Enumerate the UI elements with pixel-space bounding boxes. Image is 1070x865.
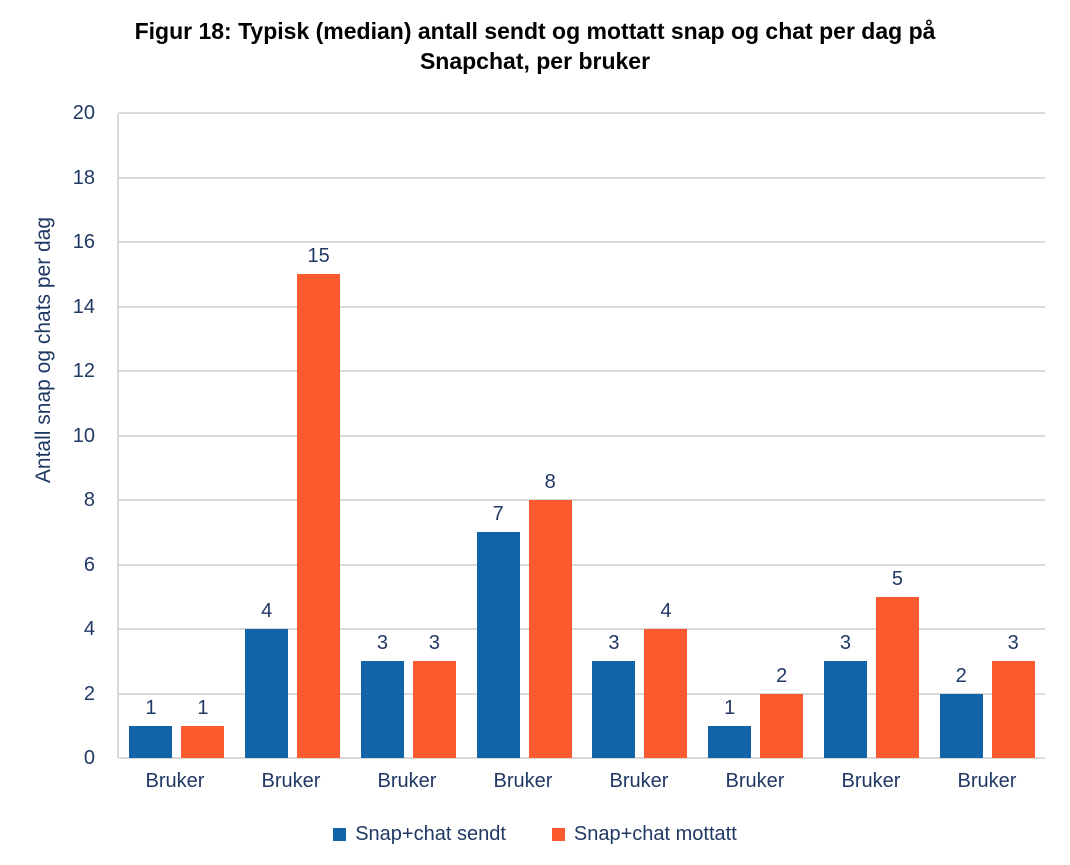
y-tick-label: 4: [83, 618, 95, 640]
y-tick-label: 16: [72, 231, 95, 253]
gridline-8: [119, 499, 1045, 501]
x-category-label: Bruker: [493, 770, 553, 792]
bar-value-label: 3: [839, 632, 851, 655]
x-category-label: Bruker: [725, 770, 785, 792]
bar-sent: 7: [476, 503, 520, 758]
x-category-label: Bruker: [377, 770, 437, 792]
legend-item-received: Snap+chat mottatt: [551, 823, 737, 846]
x-category-label: Bruker: [841, 770, 901, 792]
bar-value-label: 4: [660, 600, 672, 622]
bar-value-label: 8: [544, 471, 556, 493]
gridline-0: [119, 757, 1045, 759]
bar-received: 3: [412, 632, 456, 758]
legend-swatch-sent-icon: [333, 828, 347, 841]
gridline-10: [119, 434, 1045, 437]
gridline-6: [119, 563, 1045, 566]
y-axis-ticks: 0 2 4 6 8 10 12 14 16 18 20: [0, 103, 103, 768]
bar-received: 5: [875, 568, 919, 758]
bar-sent: 2: [939, 665, 983, 758]
y-tick-label: 0: [83, 747, 95, 769]
bar-sent: 3: [592, 632, 636, 758]
legend-label: Snap+chat mottatt: [573, 823, 737, 845]
bar-sent: 3: [823, 632, 867, 758]
bar-value-label: 3: [1007, 632, 1019, 655]
y-tick-label: 12: [72, 360, 95, 382]
legend-item-sent: Snap+chat sendt: [333, 823, 506, 846]
gridline-2: [119, 692, 1045, 695]
bar-value-label: 3: [376, 632, 388, 655]
bar-sent: 3: [360, 632, 404, 758]
bar-value-label: 4: [261, 600, 273, 622]
y-tick-label: 14: [72, 295, 95, 318]
legend: Snap+chat sendt Snap+chat mottatt: [0, 823, 1070, 846]
y-tick-label: 20: [72, 102, 95, 124]
x-category-label: Bruker: [261, 770, 321, 792]
bar-received: 4: [644, 600, 688, 758]
gridline-12: [119, 370, 1045, 372]
bar-value-label: 1: [145, 696, 157, 719]
gridline-18: [119, 176, 1045, 179]
x-category-label: Bruker: [609, 770, 669, 792]
bar-sent: 4: [245, 600, 289, 758]
gridline-14: [119, 305, 1045, 308]
bar-received: 1: [181, 697, 225, 758]
x-category-label: Bruker: [957, 770, 1017, 792]
bar-value-label: 1: [724, 696, 736, 719]
legend-swatch-received-icon: [551, 828, 565, 841]
x-category-label: Bruker: [145, 770, 205, 792]
chart-title: Figur 18: Typisk (median) antall sendt o…: [134, 18, 936, 75]
bar-value-label: 3: [428, 632, 440, 655]
bar-sent: 1: [708, 697, 752, 758]
bar-value-label: 1: [197, 696, 209, 719]
bar-value-label: 2: [776, 664, 788, 687]
bar-received: 8: [528, 471, 572, 758]
y-tick-label: 18: [72, 166, 95, 189]
bar-value-label: 3: [608, 632, 620, 655]
bar-value-label: 2: [955, 664, 967, 687]
gridline-4: [119, 628, 1045, 630]
y-tick-label: 2: [83, 682, 95, 705]
bar-groups: 1 1 4 15 3 3 7 8 3 4 1 2 3 5 2 3: [119, 113, 1045, 758]
legend-label: Snap+chat sendt: [355, 823, 506, 845]
bar-group: 4 15: [235, 113, 351, 758]
bar-received: 15: [297, 245, 341, 758]
bar-received: 2: [760, 665, 804, 758]
bar-received: 3: [991, 632, 1035, 758]
bar-value-label: 7: [492, 503, 504, 526]
bar-value-label: 15: [307, 245, 330, 268]
bar-sent: 1: [129, 697, 173, 758]
gridline-16: [119, 241, 1045, 243]
gridline-20: [119, 112, 1045, 114]
y-tick-label: 10: [72, 424, 95, 447]
plot-area: 1 1 4 15 3 3 7 8 3 4 1 2 3 5 2 3: [117, 112, 1045, 759]
bar-value-label: 5: [891, 567, 903, 590]
y-tick-label: 8: [83, 489, 95, 511]
y-tick-label: 6: [83, 553, 95, 576]
x-axis-labels: Bruker Bruker Bruker Bruker Bruker Bruker Bruk…: [117, 770, 1045, 793]
